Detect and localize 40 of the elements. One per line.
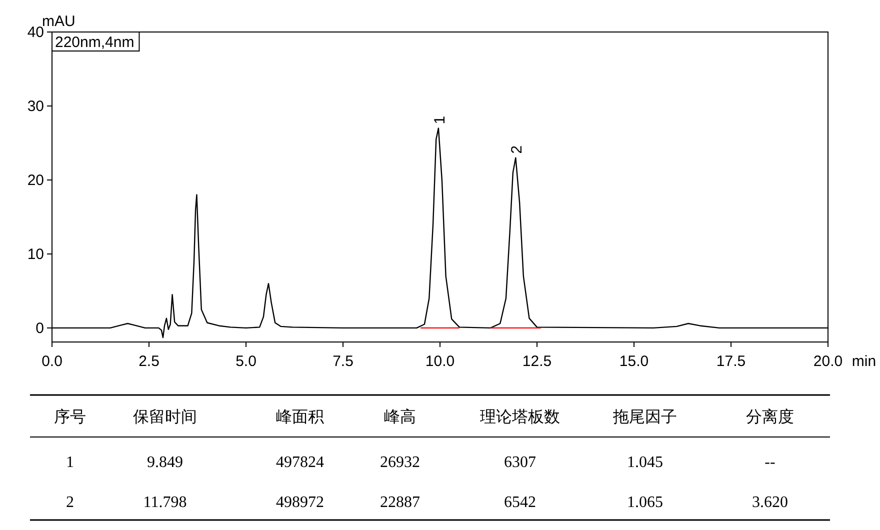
text: 拖尾因子	[612, 409, 677, 426]
x-tick-label: 0.0	[42, 353, 62, 370]
y-tick-label: 10	[27, 246, 44, 263]
x-tick-label: 12.5	[522, 353, 552, 370]
x-tick-label: 5.0	[236, 353, 256, 370]
text: 6307	[504, 454, 536, 471]
text: 1.065	[627, 494, 663, 511]
text: 峰高	[384, 408, 416, 426]
y-tick-label: 0	[36, 320, 44, 337]
text: 2	[66, 494, 74, 511]
x-tick-label: 17.5	[716, 353, 746, 370]
text: 22887	[380, 494, 420, 511]
text: 3.620	[752, 494, 788, 511]
text: 497824	[276, 454, 324, 471]
y-tick-label: 20	[27, 172, 44, 189]
text: 1.045	[627, 454, 663, 471]
text: 9.849	[147, 454, 183, 471]
x-axis-title: min	[852, 353, 876, 370]
annotation: 220nm,4nm	[55, 34, 134, 51]
text: 峰面积	[276, 409, 324, 426]
text: 保留时间	[133, 408, 197, 426]
text: --	[764, 454, 776, 471]
annotation: 1	[431, 116, 448, 124]
y-axis-title: mAU	[42, 13, 76, 30]
x-tick-label: 10.0	[425, 353, 455, 370]
text: 分离度	[746, 408, 794, 426]
x-tick-label: 20.0	[813, 353, 843, 370]
text: 序号	[54, 408, 86, 426]
text: 理论塔板数	[480, 408, 560, 426]
text: 1	[66, 454, 74, 471]
x-tick-label: 2.5	[138, 353, 160, 370]
text: 26932	[380, 454, 420, 471]
text: 498972	[276, 494, 324, 511]
x-tick-label: 15.0	[619, 353, 649, 370]
text: 11.798	[143, 494, 187, 511]
text: 6542	[504, 494, 536, 511]
y-tick-label: 30	[27, 98, 44, 115]
x-tick-label: 7.5	[332, 353, 354, 370]
annotation: 2	[508, 145, 526, 154]
y-tick-label: 40	[27, 24, 44, 41]
